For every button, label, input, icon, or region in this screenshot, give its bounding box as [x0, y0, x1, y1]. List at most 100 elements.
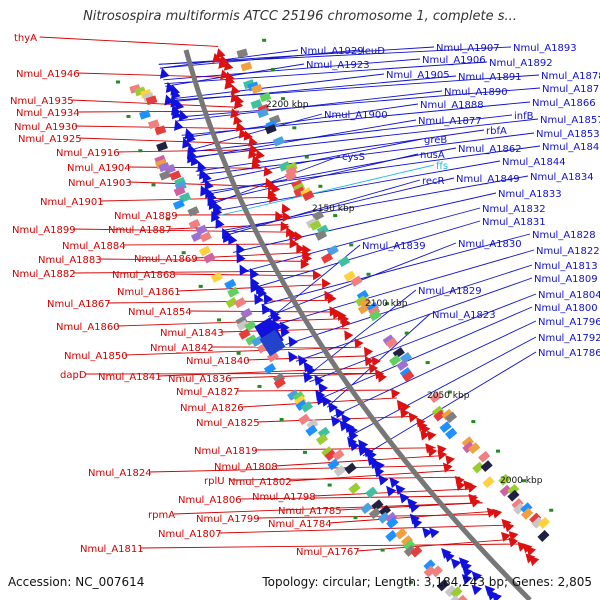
gene-label-right[interactable]: Nmul_A1833: [498, 189, 562, 200]
gene-label-right[interactable]: infB: [514, 111, 534, 122]
track-tick: [327, 483, 332, 487]
gene-label-left[interactable]: thyA: [14, 33, 37, 44]
gene-label-left[interactable]: Nmul_A1841: [98, 372, 162, 383]
gene-label-left[interactable]: Nmul_A1827: [176, 387, 240, 398]
gene-label-left[interactable]: Nmul_A1883: [38, 255, 102, 266]
gene-label-left[interactable]: Nmul_A1824: [88, 468, 152, 479]
gene-label-left[interactable]: Nmul_A1784: [268, 519, 332, 530]
gene-label-right[interactable]: Nmul_A1792: [538, 333, 600, 344]
gene-label-right[interactable]: Nmul_A1786: [538, 348, 600, 359]
gene-label-left[interactable]: Nmul_A1930: [14, 122, 78, 133]
gene-label-right[interactable]: Nmul_A1839: [362, 241, 426, 252]
gene-label-left[interactable]: Nmul_A1819: [194, 446, 258, 457]
gene-label-left[interactable]: Nmul_A1785: [278, 506, 342, 517]
gene-label-right[interactable]: Nmul_A1832: [482, 204, 546, 215]
gene-label-left[interactable]: Nmul_A1807: [158, 529, 222, 540]
label-connector: [72, 270, 314, 274]
gene-arrow: [334, 407, 345, 419]
gene-label-right[interactable]: Nmul_A1893: [513, 43, 577, 54]
gene-label-left[interactable]: Nmul_A1916: [56, 148, 120, 159]
gene-label-right[interactable]: Nmul_A1888: [420, 100, 484, 111]
gene-label-left[interactable]: Nmul_A1882: [12, 269, 76, 280]
gene-label-left[interactable]: Nmul_A1843: [160, 328, 224, 339]
gene-label-right[interactable]: Nmul_A1906: [422, 55, 486, 66]
gene-label-right[interactable]: Nmul_A1822: [536, 246, 600, 257]
gene-label-right[interactable]: leuD: [362, 46, 385, 57]
gene-arrow: [411, 517, 423, 529]
gene-label-right[interactable]: rbfA: [486, 126, 507, 137]
gene-label-right[interactable]: cysS: [342, 152, 365, 163]
gene-label-left[interactable]: Nmul_A1946: [16, 69, 80, 80]
gene-label-right[interactable]: Nmul_A1870: [542, 84, 600, 95]
gene-label-right[interactable]: Nmul_A1844: [502, 157, 566, 168]
gene-label-right[interactable]: Nmul_A1923: [306, 60, 370, 71]
gene-label-left[interactable]: Nmul_A1901: [40, 197, 104, 208]
gene-label-left[interactable]: Nmul_A1904: [67, 163, 131, 174]
gene-label-right[interactable]: Nmul_A1800: [534, 303, 598, 314]
gene-label-right[interactable]: Nmul_A1900: [324, 110, 388, 121]
gene-label-left[interactable]: Nmul_A1861: [117, 287, 181, 298]
gene-label-left[interactable]: Nmul_A1935: [10, 96, 74, 107]
gene-label-right[interactable]: Nmul_A1878: [541, 71, 600, 82]
gene-label-left[interactable]: Nmul_A1854: [128, 307, 192, 318]
gene-label-right[interactable]: Nmul_A1857: [540, 115, 600, 126]
gene-label-right[interactable]: ffs: [436, 161, 448, 172]
gene-label-right[interactable]: Nmul_A1830: [458, 239, 522, 250]
gene-label-left[interactable]: Nmul_A1860: [56, 322, 120, 333]
gene-label-right[interactable]: recR: [422, 176, 445, 187]
gene-label-left[interactable]: Nmul_A1836: [168, 374, 232, 385]
gene-label-left[interactable]: Nmul_A1887: [108, 225, 172, 236]
feature-block: [357, 303, 370, 315]
gene-label-right[interactable]: Nmul_A1804: [538, 290, 600, 301]
gene-label-right[interactable]: Nmul_A1849: [456, 174, 520, 185]
gene-label-left[interactable]: Nmul_A1826: [180, 403, 244, 414]
gene-label-left[interactable]: Nmul_A1868: [112, 270, 176, 281]
gene-label-right[interactable]: Nmul_A1929: [300, 46, 364, 57]
gene-arrow: [471, 571, 483, 583]
gene-label-left[interactable]: rpmA: [148, 510, 175, 521]
gene-label-right[interactable]: Nmul_A1845: [542, 142, 600, 153]
gene-label-left[interactable]: Nmul_A1799: [196, 514, 260, 525]
gene-label-right[interactable]: Nmul_A1891: [458, 72, 522, 83]
gene-label-left[interactable]: Nmul_A1811: [80, 544, 144, 555]
gene-label-left[interactable]: Nmul_A1802: [228, 477, 292, 488]
gene-label-right[interactable]: Nmul_A1890: [444, 87, 508, 98]
gene-label-right[interactable]: Nmul_A1831: [482, 217, 546, 228]
gene-label-right[interactable]: Nmul_A1877: [418, 116, 482, 127]
gene-label-left[interactable]: Nmul_A1840: [186, 356, 250, 367]
gene-label-right[interactable]: greB: [424, 135, 447, 146]
gene-label-left[interactable]: Nmul_A1889: [114, 211, 178, 222]
gene-label-left[interactable]: dapD: [60, 370, 87, 381]
gene-label-left[interactable]: Nmul_A1798: [252, 492, 316, 503]
gene-label-right[interactable]: nusA: [420, 150, 445, 161]
gene-label-right[interactable]: Nmul_A1866: [532, 98, 596, 109]
gene-label-right[interactable]: Nmul_A1813: [534, 261, 598, 272]
gene-label-right[interactable]: Nmul_A1834: [530, 172, 594, 183]
gene-label-left[interactable]: Nmul_A1850: [64, 351, 128, 362]
gene-label-right[interactable]: Nmul_A1809: [534, 274, 598, 285]
gene-label-left[interactable]: rplU: [204, 476, 225, 487]
gene-label-left[interactable]: Nmul_A1899: [12, 225, 76, 236]
gene-label-right[interactable]: Nmul_A1823: [432, 310, 496, 321]
gene-label-left[interactable]: Nmul_A1808: [214, 462, 278, 473]
gene-label-left[interactable]: Nmul_A1884: [62, 241, 126, 252]
gene-label-left[interactable]: Nmul_A1825: [196, 418, 260, 429]
label-connector: [168, 224, 289, 230]
gene-label-right[interactable]: Nmul_A1905: [386, 70, 450, 81]
gene-label-right[interactable]: Nmul_A1829: [418, 286, 482, 297]
feature-block: [402, 370, 415, 383]
gene-label-left[interactable]: Nmul_A1903: [68, 178, 132, 189]
gene-label-left[interactable]: Nmul_A1869: [134, 254, 198, 265]
gene-label-right[interactable]: Nmul_A1853: [536, 129, 600, 140]
gene-label-left[interactable]: Nmul_A1867: [47, 299, 111, 310]
gene-label-left[interactable]: Nmul_A1806: [178, 495, 242, 506]
gene-label-left[interactable]: Nmul_A1842: [150, 343, 214, 354]
gene-label-right[interactable]: Nmul_A1828: [532, 230, 596, 241]
gene-label-right[interactable]: Nmul_A1907: [436, 43, 500, 54]
gene-label-right[interactable]: Nmul_A1892: [489, 58, 553, 69]
gene-label-left[interactable]: Nmul_A1767: [296, 547, 360, 558]
gene-label-right[interactable]: Nmul_A1862: [458, 144, 522, 155]
gene-label-left[interactable]: Nmul_A1925: [18, 134, 82, 145]
gene-label-right[interactable]: Nmul_A1796: [538, 317, 600, 328]
gene-label-left[interactable]: Nmul_A1934: [16, 108, 80, 119]
